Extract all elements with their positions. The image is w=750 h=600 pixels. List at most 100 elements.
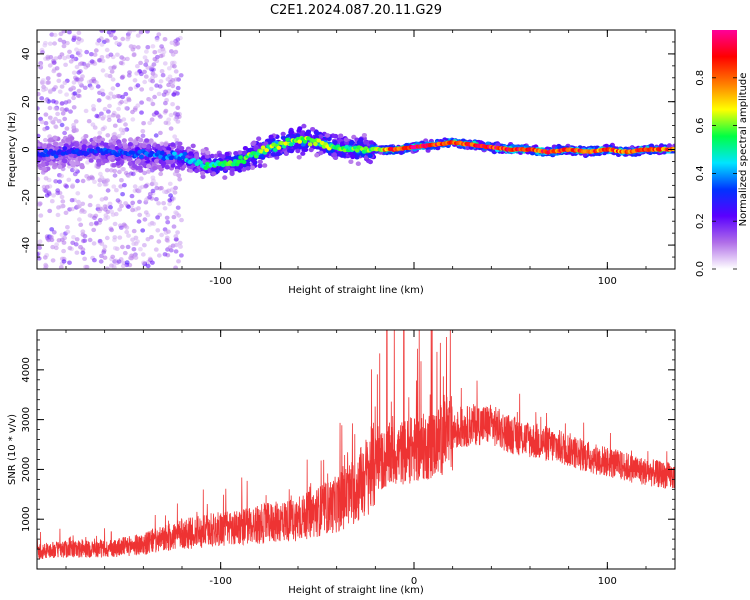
spectrogram-cell bbox=[139, 110, 144, 115]
spectrogram-cell bbox=[40, 78, 46, 83]
spectrogram-cell bbox=[49, 119, 55, 124]
spectrogram-cell bbox=[103, 196, 109, 201]
spectrogram-cell bbox=[115, 82, 121, 88]
spectrogram-cell bbox=[112, 235, 118, 240]
spectrogram-cell bbox=[140, 133, 146, 138]
spectrogram-cell bbox=[47, 115, 53, 120]
spectrogram-cell bbox=[140, 252, 146, 257]
spectrogram-cell bbox=[43, 112, 49, 117]
spectrogram-cell bbox=[89, 52, 94, 57]
spectrogram-cell bbox=[160, 73, 166, 78]
spectrogram-cell bbox=[96, 98, 102, 103]
spectrogram-cell bbox=[49, 199, 55, 204]
spectrogram-cell bbox=[166, 188, 172, 193]
spectrogram-cell bbox=[58, 31, 64, 37]
spectrogram-cell bbox=[136, 158, 142, 164]
y-tick-label: 2000 bbox=[21, 457, 32, 482]
spectrogram-cell bbox=[77, 61, 83, 67]
spectrogram-cell bbox=[162, 189, 167, 194]
spectrogram-cell bbox=[71, 122, 76, 128]
spectrogram-cell bbox=[57, 55, 63, 60]
spectrogram-cell bbox=[338, 133, 344, 139]
spectrogram-cell bbox=[97, 182, 102, 187]
spectrogram-cell bbox=[82, 85, 88, 91]
spectrogram-cell bbox=[116, 259, 122, 264]
spectrogram-cell bbox=[158, 79, 164, 84]
spectrogram-cell bbox=[115, 93, 121, 99]
spectrogram-cell bbox=[285, 137, 290, 142]
spectrogram-cell bbox=[116, 133, 122, 139]
spectrogram-cell bbox=[59, 101, 65, 106]
spectrogram-cell bbox=[165, 77, 171, 82]
spectrogram-cell bbox=[143, 197, 149, 202]
spectrogram-cell bbox=[138, 60, 144, 66]
spectrogram-cell bbox=[96, 58, 102, 63]
spectrogram-cell bbox=[152, 50, 158, 55]
spectrogram-cell bbox=[250, 141, 256, 147]
spectrogram-cell bbox=[108, 205, 113, 210]
spectrogram-cell bbox=[106, 114, 112, 120]
spectrogram-cell bbox=[105, 266, 110, 269]
spectrogram-cell bbox=[149, 181, 155, 187]
spectrogram-cell bbox=[200, 170, 206, 176]
spectrogram-cell bbox=[104, 38, 110, 43]
spectrogram-cell bbox=[56, 119, 62, 124]
spectrogram-cell bbox=[99, 197, 105, 202]
spectrogram-cell bbox=[110, 86, 116, 91]
spectrogram-cell bbox=[117, 207, 123, 212]
spectrogram-cell bbox=[175, 119, 181, 124]
spectrogram-cell bbox=[65, 137, 71, 142]
spectrogram-cell bbox=[156, 165, 162, 170]
spectrogram-cell bbox=[213, 153, 219, 159]
spectrogram-cell bbox=[102, 244, 108, 249]
spectrogram-cell bbox=[218, 166, 224, 171]
spectrogram-cell bbox=[87, 213, 93, 218]
spectrogram-cell bbox=[159, 44, 165, 49]
spectrogram-cell bbox=[41, 166, 48, 172]
spectrogram-cell bbox=[161, 92, 167, 97]
spectrogram-cell bbox=[111, 113, 116, 118]
spectrogram-cell bbox=[112, 35, 118, 41]
spectrogram-cell bbox=[73, 167, 78, 172]
spectrogram-cell bbox=[53, 85, 58, 90]
spectrogram-cell bbox=[161, 161, 167, 166]
spectrogram-cell bbox=[92, 125, 98, 130]
x-axis-label: Height of straight line (km) bbox=[288, 585, 424, 596]
spectrogram-cell bbox=[47, 88, 53, 94]
spectrogram-cell bbox=[130, 237, 136, 242]
spectrogram-cell bbox=[102, 142, 109, 147]
spectrogram-cell bbox=[122, 250, 128, 256]
spectrogram-cell bbox=[120, 36, 126, 42]
colorbar-tick-label: 0.4 bbox=[695, 165, 706, 181]
spectrogram-cell bbox=[241, 159, 247, 165]
spectrogram-cell bbox=[237, 150, 243, 155]
spectrogram-cell bbox=[37, 201, 40, 206]
spectrogram-cell bbox=[73, 119, 79, 124]
spectrogram-cell bbox=[78, 222, 84, 227]
spectrogram-cell bbox=[137, 199, 142, 204]
spectrogram-cell bbox=[86, 79, 92, 85]
x-tick-label: -100 bbox=[209, 576, 232, 587]
spectrogram-cell bbox=[53, 124, 59, 130]
spectrogram-cell bbox=[52, 141, 59, 146]
spectrogram-cell bbox=[119, 178, 124, 183]
spectrogram-cell bbox=[143, 184, 148, 189]
spectrogram-cell bbox=[65, 225, 70, 230]
spectrogram-cell bbox=[109, 227, 114, 233]
spectrogram-cell bbox=[301, 123, 307, 129]
spectrogram-cell bbox=[144, 138, 150, 143]
spectrogram-cell bbox=[295, 148, 301, 154]
spectrogram-cell bbox=[138, 247, 143, 252]
spectrogram-cell bbox=[205, 150, 211, 156]
spectrogram-cell bbox=[87, 237, 93, 243]
spectrogram-cell bbox=[76, 88, 82, 94]
spectrogram-cell bbox=[161, 201, 167, 206]
spectrogram-cell bbox=[71, 95, 76, 101]
spectrogram-cell bbox=[162, 61, 168, 66]
spectrogram-cell bbox=[71, 80, 77, 85]
spectrogram-cell bbox=[143, 74, 149, 79]
spectrogram-cell bbox=[171, 224, 177, 229]
spectrogram-cell bbox=[190, 143, 196, 149]
spectrogram-cell bbox=[130, 150, 136, 155]
